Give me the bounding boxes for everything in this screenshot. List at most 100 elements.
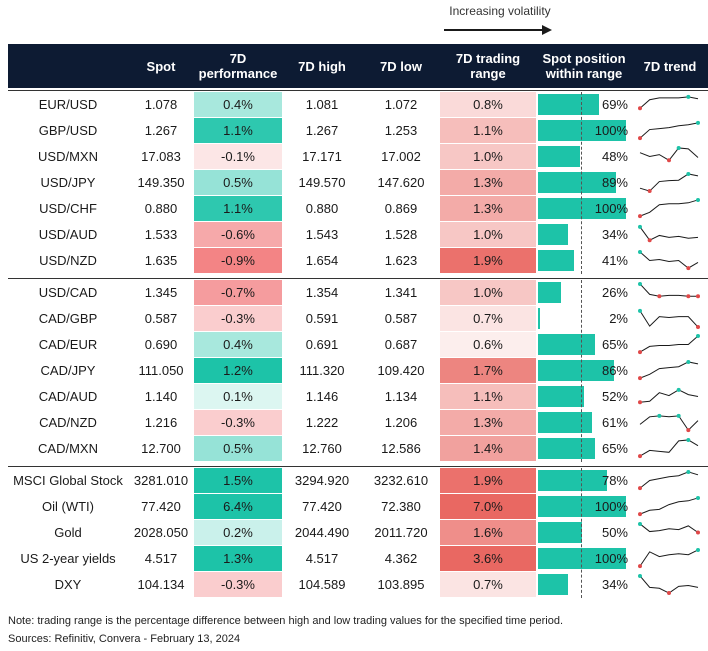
low-value: 1.206 <box>384 415 418 430</box>
trend-sparkline <box>638 521 700 535</box>
perf-value: -0.3% <box>194 572 282 597</box>
low-value: 4.362 <box>384 551 418 566</box>
table-row: GBP/USD 1.267 1.1% 1.267 1.253 1.1% 100% <box>8 118 708 143</box>
asset-name: CAD/EUR <box>38 337 98 352</box>
perf-value: 0.5% <box>194 436 282 461</box>
table-row: DXY 104.134 -0.3% 104.589 103.895 0.7% 34% <box>8 572 708 597</box>
trend-sparkline <box>639 145 699 163</box>
spot-value: 77.420 <box>141 499 181 514</box>
low-value: 2011.720 <box>374 525 428 540</box>
trend-sparkline <box>638 333 700 355</box>
trend-line <box>639 335 699 353</box>
spot-position-cell: 34% <box>538 572 628 597</box>
trend-sparkline <box>639 413 699 433</box>
asset-name: USD/CHF <box>39 201 97 216</box>
trend-low-marker <box>686 294 691 299</box>
range-value: 0.6% <box>440 332 536 357</box>
table-row: Oil (WTI) 77.420 6.4% 77.420 72.380 7.0% 100% <box>8 494 708 519</box>
spot-position-cell: 65% <box>538 332 628 357</box>
trend-line <box>639 361 699 379</box>
asset-name: US 2-year yields <box>20 551 116 566</box>
trend-sparkline <box>638 469 699 491</box>
header-7d-trend: 7D trend <box>643 58 697 74</box>
header-7d-performance: 7D performance <box>198 51 278 81</box>
trend-line <box>639 251 699 269</box>
spot-value: 2028.050 <box>133 525 189 540</box>
trend-sparkline <box>638 437 699 459</box>
asset-name: DXY <box>54 577 82 592</box>
high-value: 1.267 <box>305 123 339 138</box>
perf-value: -0.3% <box>194 306 282 331</box>
perf-value: 1.2% <box>194 358 282 383</box>
spot-position-cell: 41% <box>538 248 628 273</box>
high-value: 12.760 <box>302 441 342 456</box>
trend-sparkline <box>638 120 700 141</box>
asset-name: EUR/USD <box>38 97 98 112</box>
perf-value: 0.5% <box>194 170 282 195</box>
high-value: 1.081 <box>305 97 339 112</box>
trend-sparkline <box>638 547 700 569</box>
table-row: USD/CHF 0.880 1.1% 0.880 0.869 1.3% 100% <box>8 196 708 221</box>
high-value: 104.589 <box>298 577 346 592</box>
trend-sparkline <box>638 495 700 517</box>
spot-position-bar <box>538 172 617 193</box>
trend-sparkline <box>638 308 700 330</box>
table-row: MSCI Global Stock 3281.010 1.5% 3294.920 323… <box>8 468 708 493</box>
spot-position-bar <box>538 386 584 407</box>
low-value: 1.253 <box>384 123 418 138</box>
trend-high-marker <box>686 359 691 364</box>
low-value: 147.620 <box>377 175 425 190</box>
trend-sparkline <box>638 573 699 596</box>
spot-value: 104.134 <box>137 577 185 592</box>
spot-value: 1.345 <box>144 285 178 300</box>
spot-value: 111.050 <box>138 363 184 378</box>
table-row: USD/NZD 1.635 -0.9% 1.654 1.623 1.9% 41% <box>8 248 708 273</box>
spot-position-cell: 69% <box>538 92 628 117</box>
volatility-arrow-icon <box>444 25 552 35</box>
range-value: 1.1% <box>440 384 536 409</box>
trend-high-marker <box>696 547 700 552</box>
spot-position-bar <box>538 224 568 245</box>
range-value: 1.6% <box>440 520 536 545</box>
perf-value: -0.3% <box>194 410 282 435</box>
range-value: 1.9% <box>440 468 536 493</box>
volatility-indicator: Increasing volatility <box>440 4 560 40</box>
header-spot-position: Spot position within range <box>542 51 626 81</box>
perf-value: -0.6% <box>194 222 282 247</box>
spot-position-label: 100% <box>594 499 628 514</box>
trend-high-marker <box>676 413 681 418</box>
asset-name: CAD/GBP <box>38 311 98 326</box>
trend-low-marker <box>696 530 700 535</box>
trend-sparkline <box>638 281 700 299</box>
trend-high-marker <box>686 437 691 442</box>
spot-position-label: 50% <box>601 525 628 540</box>
low-value: 109.420 <box>377 363 425 378</box>
high-value: 0.691 <box>305 337 339 352</box>
low-value: 12.586 <box>381 441 421 456</box>
table-row: CAD/JPY 111.050 1.2% 111.320 109.420 1.7% 86% <box>8 358 708 383</box>
spot-position-label: 26% <box>601 285 628 300</box>
spot-position-label: 86% <box>601 363 628 378</box>
range-value: 1.3% <box>440 170 536 195</box>
spot-position-cell: 100% <box>538 196 628 221</box>
trend-high-marker <box>638 224 642 229</box>
perf-value: 0.1% <box>194 384 282 409</box>
range-value: 1.0% <box>440 280 536 305</box>
spot-position-bar <box>538 574 568 595</box>
low-value: 1.134 <box>384 389 418 404</box>
low-value: 1.072 <box>384 97 418 112</box>
spot-position-label: 48% <box>601 149 628 164</box>
spot-value: 12.700 <box>141 441 181 456</box>
spot-position-cell: 2% <box>538 306 628 331</box>
table-row: CAD/EUR 0.690 0.4% 0.691 0.687 0.6% 65% <box>8 332 708 357</box>
trend-line <box>639 310 699 328</box>
low-value: 1.341 <box>384 285 418 300</box>
table-row: CAD/AUD 1.140 0.1% 1.146 1.134 1.1% 52% <box>8 384 708 409</box>
asset-name: USD/AUD <box>38 227 98 242</box>
spot-position-cell: 65% <box>538 436 628 461</box>
trend-low-marker <box>667 158 671 163</box>
trend-sparkline <box>639 171 699 194</box>
high-value: 1.146 <box>305 389 339 404</box>
spot-position-label: 2% <box>609 311 628 326</box>
trend-low-marker <box>638 486 642 491</box>
